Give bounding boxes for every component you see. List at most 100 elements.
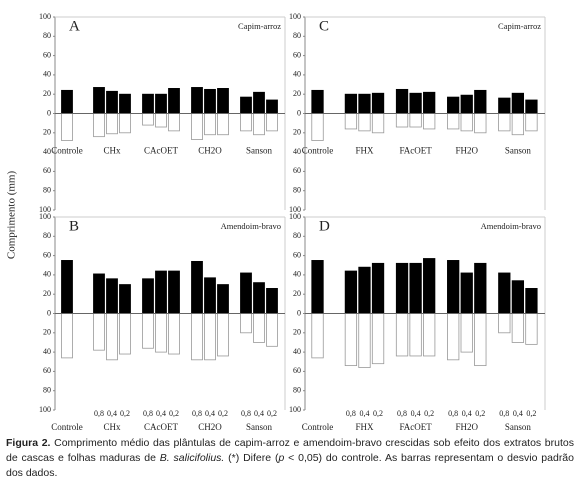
bar bbox=[155, 113, 167, 128]
caption-species: B. salicifolius. bbox=[159, 452, 225, 464]
bar bbox=[142, 113, 154, 126]
bar bbox=[93, 313, 105, 351]
y-tick-label: 60 bbox=[43, 250, 51, 259]
bar bbox=[253, 113, 265, 136]
group-label: Controle bbox=[302, 146, 334, 156]
bar bbox=[191, 260, 203, 314]
group-label: FH2O bbox=[455, 422, 478, 432]
y-tick-label: 60 bbox=[293, 250, 301, 259]
y-tick-label: 80 bbox=[43, 186, 51, 195]
group-label: CAcOET bbox=[144, 422, 178, 432]
dose-label: 0,4 bbox=[359, 409, 369, 418]
bar bbox=[168, 88, 180, 114]
group-label: FHX bbox=[355, 422, 374, 432]
bar bbox=[168, 270, 180, 314]
bar bbox=[142, 313, 154, 349]
y-tick-label: 100 bbox=[39, 205, 51, 214]
y-tick-label: 80 bbox=[43, 231, 51, 240]
bar bbox=[395, 313, 409, 357]
caption-text: Comprimento médio das plântulas de capim… bbox=[6, 437, 574, 464]
y-tick-label: 40 bbox=[43, 270, 51, 279]
bar bbox=[61, 260, 73, 314]
y-tick-label: 100 bbox=[39, 405, 51, 414]
group-label: FH2O bbox=[455, 146, 478, 156]
bar bbox=[511, 313, 525, 343]
group-label: CH2O bbox=[198, 422, 222, 432]
group-label: Controle bbox=[302, 422, 334, 432]
bar bbox=[498, 97, 511, 114]
dose-label: 0,8 bbox=[241, 409, 251, 418]
bar bbox=[371, 262, 385, 314]
group-label: CHx bbox=[103, 146, 121, 156]
y-tick-label: 100 bbox=[39, 212, 51, 221]
y-tick-label: 80 bbox=[43, 31, 51, 40]
dose-label: 0,2 bbox=[169, 409, 179, 418]
bar bbox=[106, 278, 118, 314]
bar bbox=[525, 113, 538, 132]
bar bbox=[460, 313, 473, 353]
dose-label: 0,8 bbox=[192, 409, 202, 418]
panel-letter: C bbox=[319, 18, 329, 34]
group-label: CH2O bbox=[198, 146, 222, 156]
bar bbox=[240, 313, 252, 334]
bar bbox=[498, 272, 511, 314]
y-tick-label: 60 bbox=[293, 50, 301, 59]
bar bbox=[142, 93, 154, 114]
bar bbox=[311, 260, 324, 314]
bar bbox=[423, 313, 436, 357]
figure: Comprimento (mm) 100 80 60 40 20 0 20 40 60 80 100… bbox=[6, 12, 546, 432]
bar bbox=[266, 99, 278, 114]
bar bbox=[168, 313, 180, 355]
y-tick-label: 20 bbox=[293, 289, 301, 298]
bar bbox=[409, 313, 422, 357]
group-label: CHx bbox=[103, 422, 121, 432]
y-tick-label: 20 bbox=[293, 328, 301, 337]
bar bbox=[61, 89, 73, 114]
bar bbox=[217, 88, 229, 114]
bar bbox=[93, 87, 105, 114]
bar bbox=[460, 272, 473, 314]
caption-text: < 0,05) do controle. As barras represent… bbox=[6, 452, 574, 479]
y-tick-label: 20 bbox=[43, 128, 51, 137]
bar bbox=[447, 113, 460, 130]
bar bbox=[460, 94, 473, 114]
bar bbox=[217, 313, 229, 357]
y-tick-label: 20 bbox=[293, 89, 301, 98]
dose-label: 0,2 bbox=[267, 409, 277, 418]
bar bbox=[191, 313, 203, 361]
dose-label: 0,4 bbox=[513, 409, 523, 418]
group-label: Sanson bbox=[246, 146, 273, 156]
bar bbox=[240, 113, 252, 132]
dose-label: 0,2 bbox=[475, 409, 485, 418]
y-tick-label: 40 bbox=[43, 70, 51, 79]
bar bbox=[511, 280, 525, 314]
bar bbox=[395, 88, 409, 114]
y-tick-label: 0 bbox=[47, 308, 51, 317]
group-label: Sanson bbox=[505, 146, 532, 156]
bar bbox=[395, 262, 409, 314]
bar bbox=[474, 262, 487, 314]
y-tick-label: 40 bbox=[293, 147, 301, 156]
y-tick-label: 80 bbox=[293, 186, 301, 195]
dose-label: 0,2 bbox=[373, 409, 383, 418]
y-tick-label: 20 bbox=[43, 289, 51, 298]
dose-label: 0,2 bbox=[120, 409, 130, 418]
y-tick-label: 40 bbox=[43, 347, 51, 356]
dose-label: 0,2 bbox=[526, 409, 536, 418]
bar bbox=[358, 313, 371, 368]
y-tick-label: 80 bbox=[293, 231, 301, 240]
species-label: Capim-arroz bbox=[498, 21, 541, 31]
bar bbox=[240, 272, 252, 314]
bar bbox=[93, 273, 105, 314]
y-tick-label: 0 bbox=[297, 308, 301, 317]
y-tick-label: 80 bbox=[43, 386, 51, 395]
group-label: FAcOET bbox=[399, 146, 432, 156]
bar bbox=[191, 113, 203, 140]
y-tick-label: 40 bbox=[293, 70, 301, 79]
group-label: FAcOET bbox=[399, 422, 432, 432]
species-label: Amendoim-bravo bbox=[481, 221, 541, 231]
group-label: Sanson bbox=[505, 422, 532, 432]
bar bbox=[447, 260, 460, 314]
bar bbox=[371, 113, 385, 134]
